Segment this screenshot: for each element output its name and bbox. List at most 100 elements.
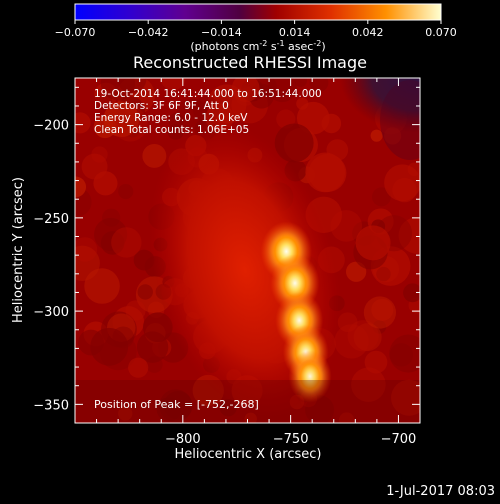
texture-blob — [90, 327, 129, 366]
texture-blob — [389, 334, 420, 373]
colorbar-ticks: −0.070 −0.042 −0.014 0.014 0.042 0.070 — [55, 20, 457, 39]
texture-blob — [370, 129, 383, 142]
texture-blob — [94, 217, 128, 252]
texture-blob — [231, 78, 260, 103]
texture-blob — [192, 95, 220, 123]
annotation-line: Detectors: 3F 6F 9F, Att 0 — [94, 100, 229, 112]
heatmap-image — [75, 78, 420, 423]
texture-blob — [389, 343, 414, 367]
texture-blob — [353, 323, 382, 352]
texture-blob — [391, 379, 420, 416]
annotation-line: Clean Total counts: 1.06E+05 — [94, 124, 249, 136]
texture-blob — [321, 113, 342, 134]
texture-blob — [156, 397, 181, 422]
colorbar-gradient — [74, 3, 442, 21]
texture-blob — [326, 139, 349, 161]
texture-blob — [163, 391, 193, 420]
texture-blob — [136, 331, 169, 363]
texture-blob — [167, 123, 184, 140]
texture-blob — [118, 183, 134, 200]
colorbar-tick-label: 0.042 — [352, 26, 384, 39]
texture-blob — [392, 177, 417, 203]
texture-blob — [107, 313, 136, 342]
texture-blob — [330, 210, 363, 242]
texture-blob — [117, 78, 147, 94]
colorbar-tick-label: −0.042 — [128, 26, 169, 39]
x-tick-label: −800 — [165, 432, 201, 447]
texture-blob — [371, 187, 391, 207]
texture-blob — [93, 115, 117, 139]
texture-blob — [231, 86, 269, 124]
texture-blob — [376, 266, 391, 282]
colorbar: −0.070 −0.042 −0.014 0.014 0.042 0.070 (photo… — [55, 3, 457, 53]
texture-blob — [241, 78, 264, 102]
texture-blob — [168, 113, 184, 129]
y-tick-label: −200 — [33, 119, 69, 134]
texture-blob — [255, 78, 277, 97]
texture-blob — [384, 164, 420, 202]
texture-blob — [296, 101, 330, 135]
texture-blob — [370, 246, 411, 286]
texture-blob — [112, 106, 148, 142]
texture-blob — [75, 176, 87, 198]
texture-blob — [337, 312, 358, 333]
texture-blob — [367, 208, 394, 235]
texture-blob — [91, 146, 108, 163]
texture-blob — [152, 337, 172, 358]
texture-blob — [347, 320, 379, 352]
texture-blob — [75, 245, 100, 281]
texture-blob — [84, 268, 120, 304]
texture-blob — [372, 255, 400, 283]
texture-blob — [94, 92, 113, 111]
texture-blob — [355, 225, 391, 261]
x-axis-label: Heliocentric X (arcsec) — [175, 447, 322, 462]
texture-blob — [75, 187, 92, 217]
texture-blob — [125, 300, 146, 321]
texture-blob — [296, 97, 309, 110]
texture-blob — [103, 101, 140, 138]
texture-blob — [375, 215, 413, 252]
texture-blob — [159, 389, 193, 423]
texture-blob — [176, 98, 208, 130]
texture-blob — [142, 312, 173, 343]
source-core — [296, 358, 324, 394]
texture-blob — [100, 311, 137, 348]
texture-blob — [137, 284, 153, 300]
footer-date: 1-Jul-2017 08:03 — [386, 484, 495, 499]
texture-blob — [370, 231, 390, 250]
y-tick-label: −250 — [33, 212, 69, 227]
x-tick-label: −700 — [381, 432, 417, 447]
texture-blob — [351, 367, 386, 402]
texture-blob — [308, 154, 347, 193]
colorbar-tick-label: −0.014 — [201, 26, 242, 39]
x-tick-label: −750 — [273, 432, 309, 447]
colorbar-tick-label: −0.070 — [55, 26, 96, 39]
texture-blob — [145, 323, 166, 344]
peak-position-label: Position of Peak = [-752,-268] — [94, 398, 259, 411]
texture-blob — [384, 127, 402, 145]
texture-blob — [363, 296, 397, 329]
texture-blob — [93, 171, 118, 196]
texture-blob — [298, 166, 316, 184]
texture-blob — [339, 412, 355, 423]
texture-blob — [124, 120, 141, 138]
texture-blob — [145, 356, 163, 373]
texture-blob — [274, 123, 314, 163]
texture-blob — [398, 217, 420, 254]
texture-blob — [160, 78, 186, 91]
texture-blob — [371, 298, 394, 321]
y-axis: −200 −250 −300 −350 — [33, 86, 420, 424]
texture-blob — [116, 96, 145, 125]
colorbar-tick-label: 0.070 — [425, 26, 457, 39]
texture-blob — [147, 301, 165, 319]
texture-blob — [118, 406, 133, 421]
texture-blob — [116, 78, 155, 115]
texture-blob — [352, 221, 377, 246]
y-axis-label: Heliocentric Y (arcsec) — [11, 177, 26, 323]
texture-blob — [267, 78, 297, 103]
texture-blob — [403, 283, 420, 303]
texture-blob — [276, 109, 296, 129]
texture-blob — [102, 208, 121, 227]
texture-blob — [78, 329, 104, 356]
